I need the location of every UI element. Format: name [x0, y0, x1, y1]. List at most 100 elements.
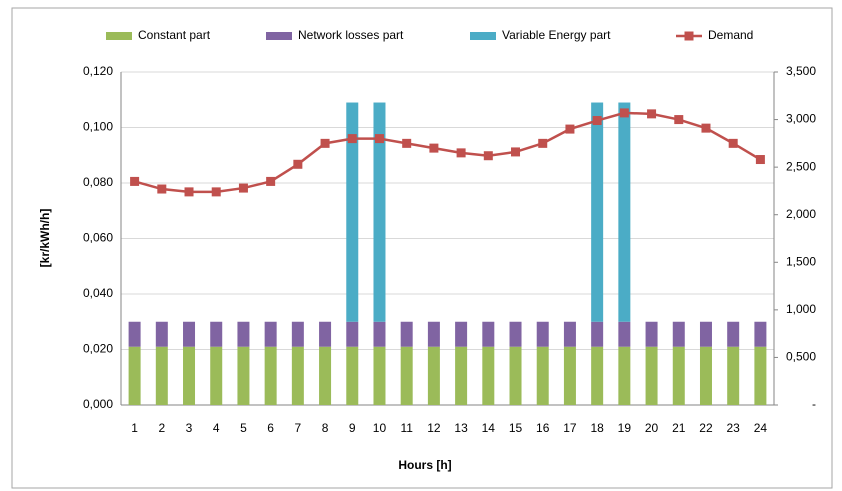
y2-tick-label: 0,500: [786, 350, 816, 364]
line-marker: [238, 183, 248, 193]
bar-segment: [291, 346, 304, 405]
bar-segment: [210, 346, 223, 405]
bar-segment: [672, 321, 685, 347]
line: [134, 111, 762, 194]
bar-segment: [536, 346, 549, 405]
bar-segment: [563, 321, 576, 347]
y-tick-label: 0,100: [83, 120, 113, 134]
y-axis-title: [kr/kWh/h]: [38, 209, 52, 268]
bar-segment: [128, 346, 141, 405]
x-tick-label: 17: [563, 421, 577, 435]
bar-segment: [291, 321, 304, 347]
y-tick-label: 0,120: [83, 64, 113, 78]
bar-segment: [264, 321, 277, 347]
line-marker: [429, 143, 439, 153]
bar-segment: [482, 346, 495, 405]
line-marker: [647, 109, 657, 119]
x-tick-label: 19: [618, 421, 632, 435]
y-tick-label: 0,020: [83, 342, 113, 356]
bar-segment: [591, 346, 604, 405]
bar-segment: [727, 321, 740, 347]
bar-segment: [455, 321, 468, 347]
line-marker: [402, 138, 412, 148]
bar-segment: [400, 321, 413, 347]
x-tick-label: 13: [454, 421, 468, 435]
y-tick-label: 0,080: [83, 175, 113, 189]
bar-segment: [210, 321, 223, 347]
bar-segment: [128, 321, 141, 347]
line-marker: [538, 138, 548, 148]
legend-label: Constant part: [138, 28, 211, 42]
y-tick-label: 0,040: [83, 286, 113, 300]
line-marker: [674, 115, 684, 125]
bar-segment: [264, 346, 277, 405]
x-tick-label: 10: [373, 421, 387, 435]
bar-segment: [155, 346, 168, 405]
x-tick-label: 3: [186, 421, 193, 435]
bar-segment: [346, 346, 359, 405]
bar-segment: [618, 346, 631, 405]
x-tick-label: 12: [427, 421, 441, 435]
bar-segment: [346, 102, 359, 322]
bar-segment: [319, 321, 332, 347]
bar-segment: [591, 321, 604, 347]
bar-segment: [618, 102, 631, 322]
legend-marker: [684, 31, 694, 41]
bar-segment: [455, 346, 468, 405]
y2-tick-label: -: [812, 397, 816, 411]
bar-segment: [591, 102, 604, 322]
line-marker: [619, 108, 629, 118]
x-tick-label: 16: [536, 421, 550, 435]
bar-segment: [319, 346, 332, 405]
bar-segment: [237, 346, 250, 405]
bar-segment: [427, 321, 440, 347]
x-tick-label: 1: [131, 421, 138, 435]
bar-segment: [155, 321, 168, 347]
bar-segment: [427, 346, 440, 405]
x-tick-label: 23: [727, 421, 741, 435]
line-marker: [456, 148, 466, 158]
bar-segment: [754, 346, 767, 405]
legend-label: Demand: [708, 28, 753, 42]
bar-segment: [509, 346, 522, 405]
line-marker: [130, 176, 140, 186]
y2-tick-label: 1,000: [786, 302, 816, 316]
x-tick-label: 9: [349, 421, 356, 435]
y2-tick-label: 3,000: [786, 112, 816, 126]
bar-segment: [672, 346, 685, 405]
bar-segment: [482, 321, 495, 347]
y-tick-label: 0,060: [83, 231, 113, 245]
line-marker: [266, 176, 276, 186]
x-tick-label: 8: [322, 421, 329, 435]
line-marker: [374, 134, 384, 144]
bar-segment: [699, 346, 712, 405]
x-tick-label: 20: [645, 421, 659, 435]
y2-tick-label: 2,500: [786, 159, 816, 173]
bar-segment: [563, 346, 576, 405]
bar-segment: [373, 346, 386, 405]
x-tick-label: 24: [754, 421, 768, 435]
y-tick-label: 0,000: [83, 397, 113, 411]
y2-tick-label: 3,500: [786, 64, 816, 78]
bar-segment: [536, 321, 549, 347]
x-tick-label: 11: [400, 421, 413, 435]
line-marker: [728, 138, 738, 148]
line-marker: [701, 123, 711, 133]
legend-label: Variable Energy part: [502, 28, 611, 42]
line-marker: [320, 138, 330, 148]
bar-segment: [373, 102, 386, 322]
y2-tick-label: 1,500: [786, 254, 816, 268]
line-marker: [157, 184, 167, 194]
bar-segment: [645, 346, 658, 405]
bar-segment: [618, 321, 631, 347]
legend-swatch: [266, 32, 292, 40]
line-marker: [211, 187, 221, 197]
x-tick-label: 5: [240, 421, 247, 435]
line-marker: [184, 187, 194, 197]
line-marker: [565, 124, 575, 134]
bar-segment: [645, 321, 658, 347]
bar-segment: [754, 321, 767, 347]
bar-segment: [373, 321, 386, 347]
legend-swatch: [106, 32, 132, 40]
line-marker: [483, 151, 493, 161]
